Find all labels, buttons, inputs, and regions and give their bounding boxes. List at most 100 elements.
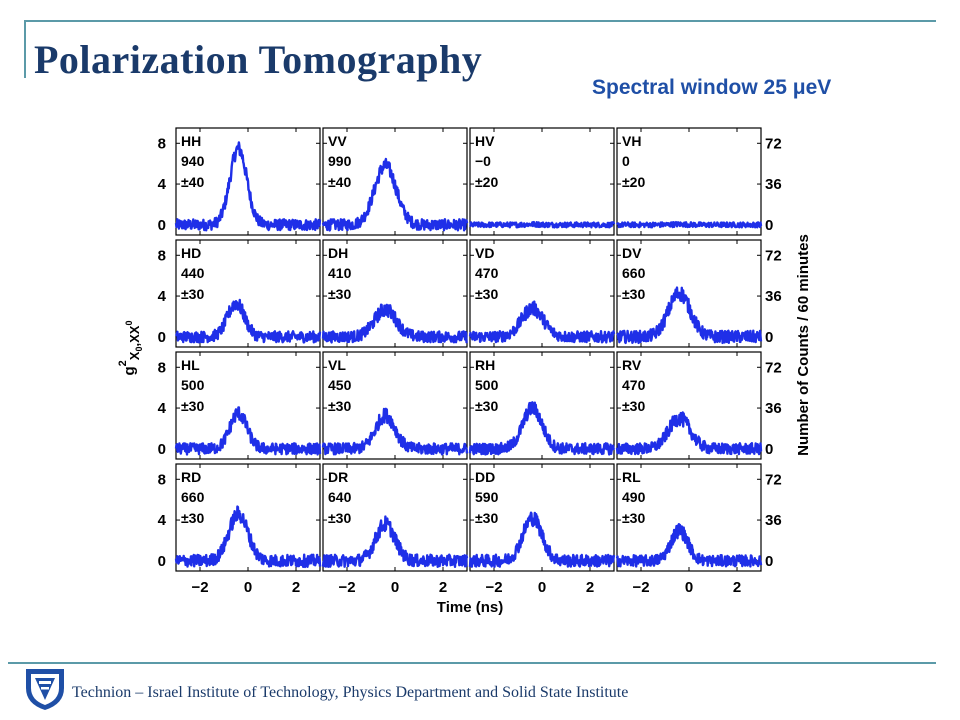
panel-value: 660 [622,265,646,281]
y-right-tick-label: 0 [765,329,773,346]
data-trace [321,303,469,344]
panel-error: ±30 [328,286,351,302]
panel-error: ±30 [622,286,645,302]
data-trace [321,157,469,232]
panel-frame [616,127,762,236]
panel-value: −0 [475,153,491,169]
panel-label: RD [181,469,201,485]
panel-error: ±30 [622,510,645,526]
panel-hd [174,239,322,348]
x-tick-label: 2 [586,579,594,596]
top-rule [24,20,936,22]
y-right-tick-label: 36 [765,288,782,305]
data-trace [174,298,322,344]
x-tick-label: −2 [191,579,208,596]
panel-label: RL [622,469,641,485]
panel-vl [321,351,469,460]
panel-error: ±30 [622,398,645,414]
panel-error: ±40 [328,174,351,190]
panel-frame [616,351,762,460]
panel-hh [174,127,322,236]
panel-error: ±30 [475,286,498,302]
panel-frame [469,351,615,460]
panel-label: VD [475,245,494,261]
panel-error: ±30 [181,510,204,526]
panel-dh [321,239,469,348]
panel-label: HD [181,245,201,261]
panel-error: ±30 [475,398,498,414]
data-trace [468,300,616,344]
panel-vv [321,127,469,236]
panel-label: DR [328,469,348,485]
panel-frame [322,351,468,460]
data-trace [321,515,469,568]
panel-rh [468,351,616,460]
y-tick-label: 4 [158,176,167,193]
panel-frame [322,239,468,348]
panel-label: HH [181,133,201,149]
panel-value: 940 [181,153,205,169]
panel-vh [615,127,763,236]
y-tick-label: 4 [158,400,167,417]
panel-frame [616,463,762,572]
x-tick-label: −2 [485,579,502,596]
data-trace [615,523,763,568]
panel-frame [469,127,615,236]
panel-value: 410 [328,265,352,281]
y-right-tick-label: 72 [765,471,782,488]
x-tick-label: 0 [538,579,546,596]
panel-rl [615,463,763,572]
x-axis-label: Time (ns) [437,599,503,616]
x-tick-label: 2 [292,579,300,596]
x-tick-label: −2 [338,579,355,596]
panel-value: 660 [181,489,205,505]
panel-dd [468,463,616,572]
y-tick-label: 8 [158,247,166,264]
y-tick-label: 8 [158,359,166,376]
data-trace [321,407,469,456]
y-tick-label: 8 [158,471,166,488]
data-trace [468,511,616,568]
left-rule [24,20,26,78]
x-tick-label: 0 [244,579,252,596]
panel-value: 470 [622,377,646,393]
panel-value: 590 [475,489,499,505]
panel-dv [616,239,763,348]
panel-error: ±30 [181,398,204,414]
data-trace [616,286,763,345]
panel-label: VL [328,357,346,373]
panel-label: RH [475,357,495,373]
y-right-tick-label: 0 [765,441,773,458]
panel-error: ±20 [475,174,498,190]
panel-value: 500 [475,377,499,393]
x-tick-label: 2 [733,579,741,596]
y-tick-label: 0 [158,441,166,458]
footer-text: Technion – Israel Institute of Technolog… [72,684,629,701]
y-axis-label-right: Number of Counts / 60 minutes [795,234,812,456]
y-tick-label: 8 [158,135,166,152]
panel-hl [174,351,322,460]
panel-dr [321,463,469,572]
y-tick-label: 4 [158,512,167,529]
panel-label: DD [475,469,495,485]
panel-error: ±30 [181,286,204,302]
technion-logo-icon [26,669,64,710]
panel-value: 450 [328,377,352,393]
panel-error: ±30 [475,510,498,526]
panel-value: 490 [622,489,646,505]
panel-rd [174,463,322,572]
panel-value: 990 [328,153,352,169]
panel-label: VH [622,133,641,149]
y-right-tick-label: 36 [765,400,782,417]
panel-error: ±30 [328,510,351,526]
tomography-chart: HH940±40VV990±40HV−0±20VH0±20HD440±30DH4… [117,127,812,616]
x-tick-label: 0 [685,579,693,596]
panel-frame [469,239,615,348]
y-right-tick-label: 0 [765,217,773,234]
y-tick-label: 0 [158,217,166,234]
y-tick-label: 4 [158,288,167,305]
panel-label: VV [328,133,347,149]
panel-frame [469,463,615,572]
data-trace [174,406,322,456]
panel-label: HV [475,133,495,149]
